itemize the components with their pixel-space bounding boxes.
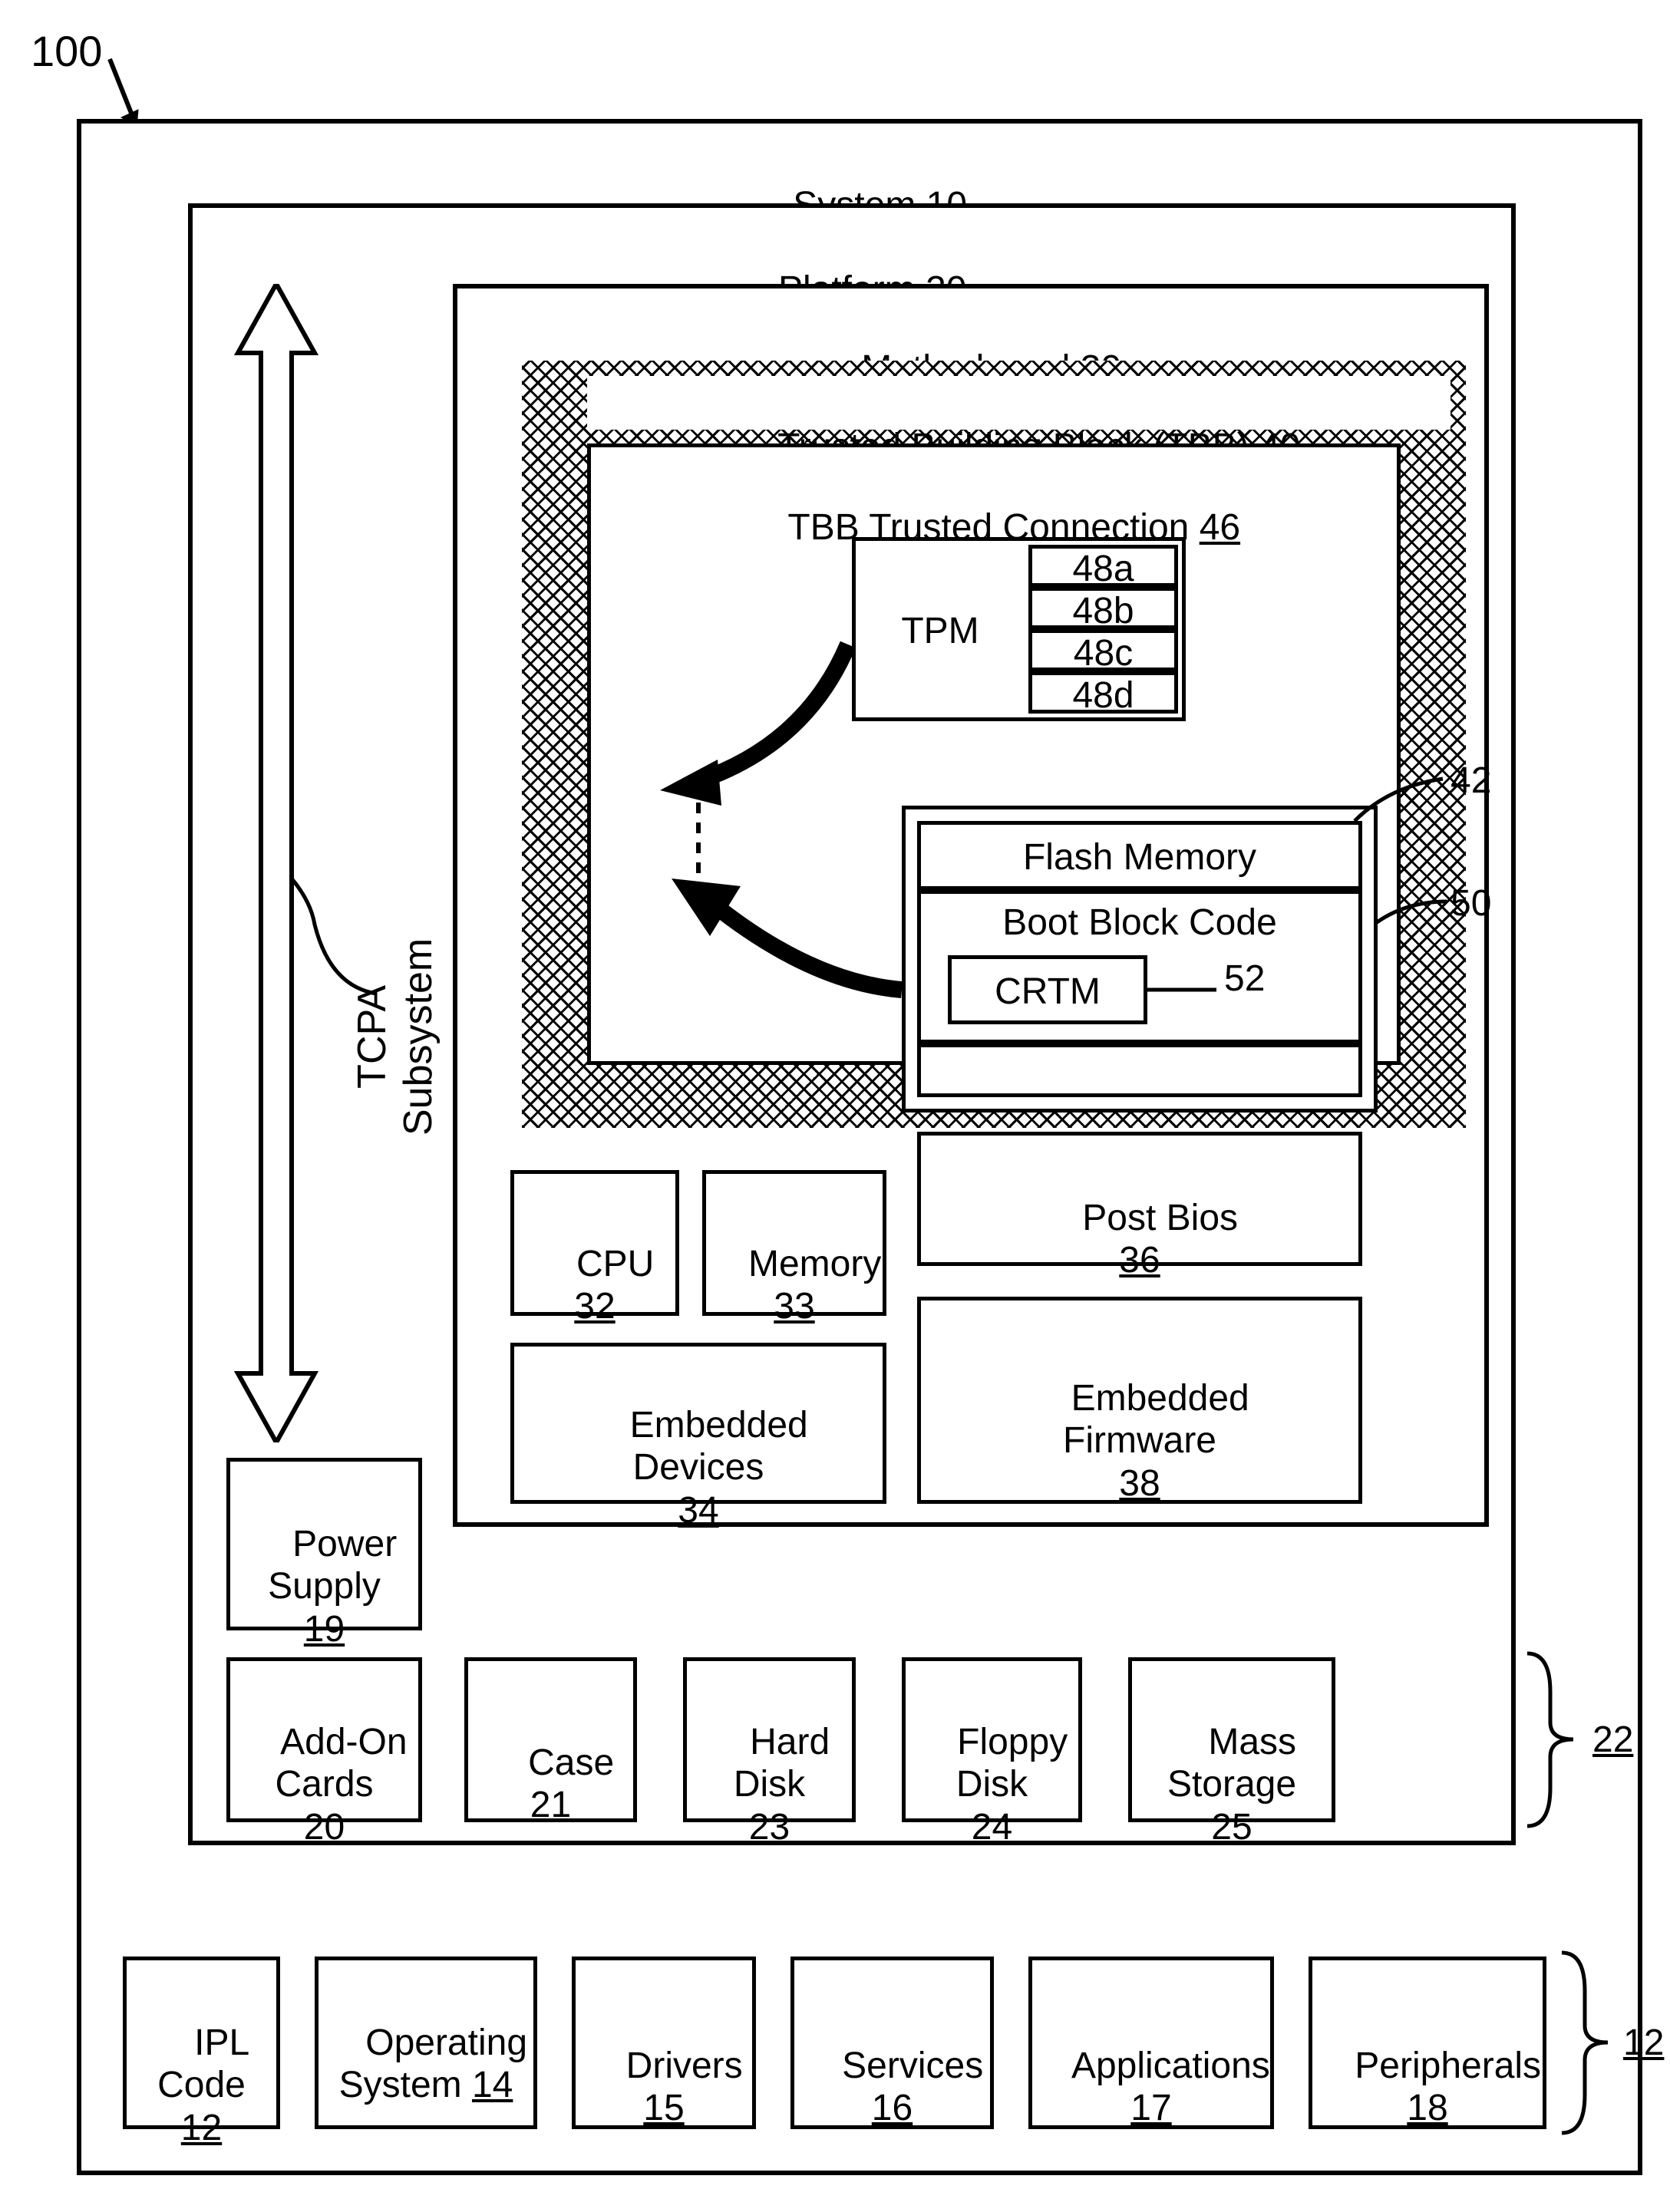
tpm-slot-a-label: 48a — [1028, 548, 1178, 590]
apps-label: Applications — [1071, 2046, 1270, 2086]
emb-dev-num: 34 — [678, 1490, 718, 1531]
mass-title: Mass Storage25 — [1128, 1679, 1335, 1891]
os-title: Operating System 14 — [315, 1980, 537, 2149]
mass-label: Mass Storage — [1167, 1722, 1296, 1805]
drivers-title: Drivers15 — [572, 2003, 756, 2172]
services-title: Services16 — [790, 2003, 994, 2172]
power-num: 19 — [304, 1609, 345, 1650]
ipl-label: IPL Code — [157, 2022, 249, 2105]
services-num: 16 — [872, 2088, 913, 2128]
services-label: Services — [842, 2046, 983, 2086]
crtm-label: CRTM — [948, 971, 1147, 1013]
emb-dev-label: Embedded Devices — [630, 1405, 808, 1488]
ipl-title: IPL Code12 — [123, 1980, 280, 2191]
memory-label: Memory — [748, 1244, 881, 1284]
os-num: 14 — [472, 2065, 513, 2105]
tpm-slot-c-label: 48c — [1028, 632, 1178, 674]
brace-22-label: 22 — [1592, 1719, 1633, 1761]
tpm-label: TPM — [860, 610, 1021, 652]
cpu-label: CPU — [576, 1244, 654, 1284]
periph-label: Peripherals — [1355, 2046, 1541, 2086]
case-title: Case21 — [464, 1699, 637, 1869]
periph-num: 18 — [1407, 2088, 1447, 2128]
tbb-conn-num: 46 — [1200, 507, 1240, 548]
emb-fw-title: Embedded Firmware38 — [917, 1335, 1362, 1547]
tcpa-top: TCPA — [350, 985, 394, 1089]
apps-num: 17 — [1130, 2088, 1171, 2128]
brace-22-num: 22 — [1592, 1719, 1633, 1760]
bootblock-label: Boot Block Code — [917, 902, 1362, 944]
lead-50: 50 — [1451, 882, 1491, 925]
floppy-num: 24 — [972, 1807, 1012, 1848]
addon-num: 20 — [304, 1807, 345, 1848]
tcpa-double-arrow-icon — [230, 284, 322, 1442]
hdd-num: 23 — [749, 1807, 790, 1848]
emb-fw-num: 38 — [1119, 1463, 1160, 1504]
hdd-title: Hard Disk23 — [683, 1679, 856, 1891]
emb-fw-label: Embedded Firmware — [1063, 1378, 1249, 1461]
postbios-label: Post Bios — [1082, 1198, 1238, 1238]
drivers-num: 15 — [643, 2088, 684, 2128]
addon-title: Add-On Cards20 — [226, 1679, 422, 1891]
brace-12-num: 12 — [1623, 2022, 1664, 2063]
floppy-label: Floppy Disk — [956, 1722, 1068, 1805]
lead-52-icon — [1144, 974, 1220, 1005]
ipl-num: 12 — [181, 2108, 222, 2148]
lead-42-icon — [1351, 771, 1458, 832]
memory-num: 33 — [774, 1286, 814, 1327]
case-num: 21 — [530, 1785, 571, 1825]
brace-12-icon — [1554, 1949, 1623, 2137]
emb-dev-title: Embedded Devices34 — [510, 1362, 886, 1574]
hdd-label: Hard Disk — [734, 1722, 830, 1805]
apps-title: Applications17 — [1028, 2003, 1274, 2172]
drivers-label: Drivers — [626, 2046, 743, 2086]
postbios-num: 36 — [1119, 1240, 1160, 1281]
brace-22-icon — [1520, 1650, 1589, 1830]
tpm-slot-d-label: 48d — [1028, 674, 1178, 717]
floppy-title: Floppy Disk24 — [902, 1679, 1082, 1891]
tcpa-side-label: TCPA Subsystem — [349, 938, 441, 1136]
brace-12-label: 12 — [1623, 2022, 1664, 2064]
periph-title: Peripherals18 — [1309, 2003, 1546, 2172]
cpu-num: 32 — [574, 1286, 615, 1327]
addon-label: Add-On Cards — [275, 1722, 407, 1805]
power-label: Power Supply — [268, 1524, 397, 1607]
flash-arrow-icon — [656, 871, 925, 1024]
lead-42: 42 — [1451, 760, 1491, 802]
flash-footer — [917, 1043, 1362, 1097]
mass-num: 25 — [1211, 1807, 1252, 1848]
case-label: Case — [528, 1742, 614, 1783]
tcpa-bottom: Subsystem — [396, 938, 441, 1136]
diagram-canvas: 100 System 10 Platform 20 TCPA Subsystem… — [15, 15, 1670, 2197]
tpm-slot-b-label: 48b — [1028, 590, 1178, 632]
lead-50-icon — [1374, 894, 1451, 932]
flash-label: Flash Memory — [917, 836, 1362, 879]
lead-52: 52 — [1224, 958, 1265, 1000]
